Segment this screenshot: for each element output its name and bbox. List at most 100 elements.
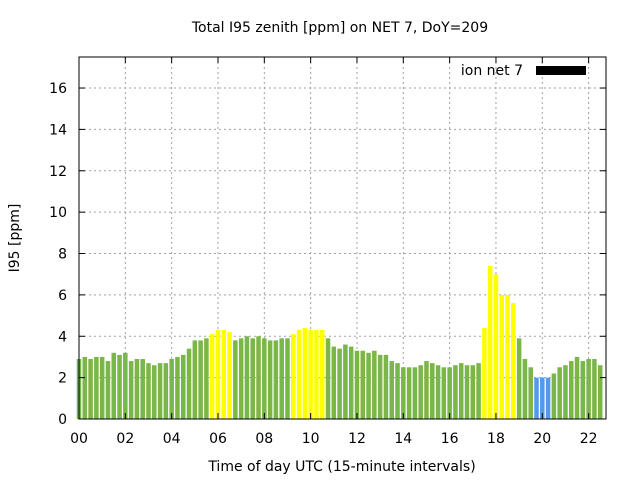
- bar: [412, 367, 418, 419]
- bar: [482, 327, 487, 419]
- bar: [424, 361, 429, 419]
- bar: [540, 377, 545, 419]
- bar: [372, 350, 377, 419]
- x-axis-label: Time of day UTC (15-minute intervals): [207, 459, 475, 475]
- bar: [360, 350, 366, 419]
- bar: [453, 365, 458, 419]
- x-tick-label: 06: [209, 431, 227, 447]
- bar: [476, 363, 481, 419]
- bar: [534, 377, 539, 419]
- bar: [319, 330, 325, 419]
- bar: [273, 340, 279, 419]
- bar: [458, 363, 464, 419]
- bar: [366, 352, 371, 419]
- bar: [262, 338, 267, 419]
- bar: [117, 354, 122, 419]
- bar: [157, 363, 163, 419]
- bar: [314, 330, 319, 419]
- bar: [152, 365, 157, 419]
- bar: [580, 361, 586, 419]
- bar: [447, 367, 452, 419]
- bar: [563, 365, 568, 419]
- bars: [76, 265, 603, 419]
- bar: [551, 373, 557, 419]
- bar: [435, 365, 441, 419]
- x-tick-label: 20: [533, 431, 551, 447]
- bar: [105, 361, 111, 419]
- x-tick-label: 14: [394, 431, 412, 447]
- bar: [128, 361, 134, 419]
- x-tick-label: 00: [70, 431, 88, 447]
- x-tick-label: 02: [116, 431, 134, 447]
- bar: [221, 330, 227, 419]
- x-tick-label: 08: [255, 431, 273, 447]
- bar: [250, 338, 255, 419]
- y-tick-label: 2: [58, 371, 67, 387]
- y-tick-label: 14: [49, 122, 67, 138]
- bar: [94, 356, 99, 419]
- bar: [198, 340, 203, 419]
- bar: [337, 348, 342, 419]
- bar: [354, 350, 360, 419]
- x-tick-label: 10: [302, 431, 320, 447]
- bar: [487, 265, 493, 419]
- bar: [192, 340, 198, 419]
- bar: [227, 332, 232, 419]
- bar: [233, 340, 238, 419]
- bar: [557, 367, 562, 419]
- bar: [597, 365, 603, 419]
- bar: [204, 338, 209, 419]
- bar: [99, 356, 105, 419]
- bar: [291, 334, 296, 419]
- bar: [395, 363, 400, 419]
- bar: [568, 361, 574, 419]
- bar: [383, 354, 389, 419]
- bar: [586, 359, 591, 419]
- bar: [82, 356, 88, 419]
- bar: [331, 346, 337, 419]
- bar: [186, 348, 192, 419]
- bar: [470, 365, 476, 419]
- bar: [401, 367, 406, 419]
- x-tick-label: 22: [580, 431, 598, 447]
- y-tick-label: 10: [49, 205, 67, 221]
- bar: [389, 361, 394, 419]
- bar: [377, 354, 383, 419]
- bar: [175, 356, 180, 419]
- bar: [511, 303, 516, 419]
- bar: [308, 330, 313, 419]
- bar: [238, 338, 244, 419]
- bar: [348, 346, 354, 419]
- bar: [406, 367, 412, 419]
- y-tick-label: 0: [58, 412, 67, 428]
- bar: [146, 363, 151, 419]
- bar: [134, 359, 140, 419]
- bar: [528, 367, 533, 419]
- bar: [343, 344, 348, 419]
- chart-title: Total I95 zenith [ppm] on NET 7, DoY=209: [191, 20, 488, 36]
- legend-swatch: [536, 66, 586, 75]
- bar: [267, 340, 273, 419]
- y-tick-label: 8: [58, 247, 67, 263]
- bar: [296, 330, 302, 419]
- bar: [111, 352, 117, 419]
- y-axis-label: I95 [ppm]: [7, 204, 23, 273]
- legend-label: ion net 7: [461, 63, 523, 79]
- x-tick-label: 12: [348, 431, 366, 447]
- bar: [163, 363, 169, 419]
- bar: [516, 338, 522, 419]
- grid-lines: [79, 57, 606, 419]
- bar: [256, 336, 261, 419]
- x-tick-label: 16: [441, 431, 459, 447]
- bar: [545, 377, 551, 419]
- bar: [244, 336, 250, 419]
- x-tick-label: 04: [163, 431, 181, 447]
- bar: [123, 352, 128, 419]
- plot-frame: [78, 56, 607, 420]
- y-tick-label: 4: [58, 329, 67, 345]
- legend: ion net 7: [461, 63, 586, 79]
- bar: [574, 356, 580, 419]
- bar: [302, 327, 308, 419]
- bar: [169, 359, 174, 419]
